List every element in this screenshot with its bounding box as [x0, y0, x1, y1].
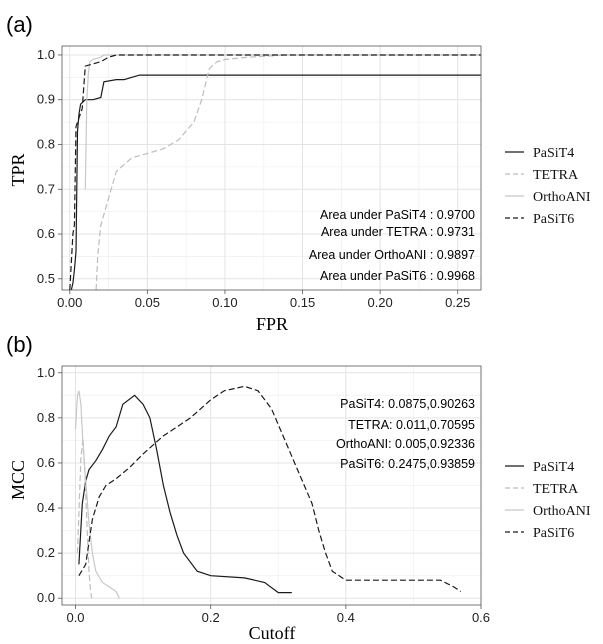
panel-b-frame — [61, 365, 482, 606]
panel-b-x-tick-label: 0.2 — [202, 610, 220, 625]
panel-b-x-tick-label: 0.6 — [472, 610, 490, 625]
panel-b-annotation-pasit6: PaSiT6: 0.2475,0.93859 — [340, 457, 475, 471]
panel-a-y-tick-label: 0.5 — [37, 271, 55, 286]
panel-b-y-axis-title: MCC — [8, 460, 28, 500]
panel-b-series-group — [74, 385, 462, 599]
panel-a-series-pasit4-line — [70, 74, 481, 290]
panel-b-y-tick-label: 0.0 — [37, 590, 55, 605]
panel-a-series-group — [69, 54, 481, 290]
panel-a-annotation-pasit4: Area under PaSiT4 : 0.9700 — [320, 208, 475, 222]
panel-a-series-tetra-line — [95, 54, 481, 290]
panel-a-annotation-orthoani: Area under OrthoANI : 0.9897 — [309, 248, 475, 262]
panel-a-x-tick-label: 0.00 — [57, 295, 82, 310]
panel-b-series-pasit6-line — [78, 385, 462, 592]
panel-a-frame — [61, 45, 482, 291]
panel-b-y-tick-label: 0.4 — [37, 500, 55, 515]
panel-b-series-orthoani-line — [74, 390, 120, 599]
panel-b-legend-label-tetra: TETRA — [533, 482, 579, 497]
panel-b-plot-area: 0.0 0.2 0.4 0.6 0.0 0.2 0.4 0.6 0.8 1.0 — [37, 365, 490, 625]
panel-a-series-pasit6-line — [69, 54, 481, 290]
panel-a-legend-label-orthoani: OrthoANI — [533, 190, 591, 205]
panel-a-series-orthoani-line — [84, 54, 481, 190]
panel-b-legend-label-pasit4: PaSiT4 — [533, 460, 574, 475]
panel-b-y-tick-label: 0.2 — [37, 545, 55, 560]
panel-b-legend-label-pasit6: PaSiT6 — [533, 526, 574, 541]
panel-b-series-tetra-line — [76, 438, 93, 599]
panel-a-legend-label-pasit6: PaSiT6 — [533, 212, 574, 227]
panel-a-legend-label-tetra: TETRA — [533, 168, 579, 183]
panel-a-y-tick-label: 0.7 — [37, 181, 55, 196]
panel-b-legend: PaSiT4 TETRA OrthoANI PaSiT6 — [505, 460, 591, 541]
panel-b-x-tick-label: 0.0 — [66, 610, 84, 625]
panel-b-annotation-orthoani: OrthoANI: 0.005,0.92336 — [336, 437, 475, 451]
panel-a-y-axis-title: TPR — [8, 153, 28, 186]
panel-a-x-tick-label: 0.20 — [367, 295, 392, 310]
panel-b-legend-label-orthoani: OrthoANI — [533, 504, 591, 519]
panel-b-annotation-pasit4: PaSiT4: 0.0875,0.90263 — [340, 397, 475, 411]
panel-b-series-pasit4-line — [78, 394, 292, 594]
panel-b-x-axis-title: Cutoff — [249, 623, 296, 643]
panel-b-annotation-tetra: TETRA: 0.011,0.70595 — [348, 418, 475, 432]
panel-a-legend: PaSiT4 TETRA OrthoANI PaSiT6 — [505, 146, 591, 227]
panel-b-y-tick-label: 0.6 — [37, 455, 55, 470]
panel-a: (a) 0.00 0.05 0.10 0.15 0.20 0.25 0.5 0.6 0.7 0.8… — [6, 12, 591, 334]
panel-a-plot-area: 0.00 0.05 0.10 0.15 0.20 0.25 0.5 0.6 0.7 0.8 0.9 1… — [37, 45, 482, 310]
panel-a-x-axis-title: FPR — [256, 314, 288, 334]
panel-a-annotation-pasit6: Area under PaSiT6 : 0.9968 — [320, 269, 475, 283]
panel-a-legend-label-pasit4: PaSiT4 — [533, 146, 574, 161]
panel-a-y-tick-label: 0.6 — [37, 226, 55, 241]
panel-a-x-tick-label: 0.15 — [290, 295, 315, 310]
panel-a-y-tick-label: 0.8 — [37, 136, 55, 151]
panel-b-y-tick-label: 1.0 — [37, 365, 55, 380]
panel-a-x-tick-label: 0.25 — [445, 295, 470, 310]
panel-b-x-tick-label: 0.4 — [337, 610, 355, 625]
panel-a-x-tick-label: 0.05 — [135, 295, 160, 310]
panel-a-annotation-tetra: Area under TETRA : 0.9731 — [321, 225, 475, 239]
panel-a-annotations: Area under PaSiT4 : 0.9700 Area under TE… — [309, 208, 475, 283]
panel-b: (b) 0.0 0.2 0.4 0.6 0.0 0.2 0.4 0.6 0.8 1.0 Cutof… — [6, 332, 591, 643]
panel-a-x-tick-label: 0.10 — [212, 295, 237, 310]
panel-a-label: (a) — [6, 12, 33, 37]
panel-b-label: (b) — [6, 332, 33, 357]
panel-a-y-tick-label: 0.9 — [37, 92, 55, 107]
panel-b-annotations: PaSiT4: 0.0875,0.90263 TETRA: 0.011,0.70… — [336, 397, 475, 471]
panel-b-y-tick-label: 0.8 — [37, 410, 55, 425]
panel-a-y-tick-label: 1.0 — [37, 47, 55, 62]
